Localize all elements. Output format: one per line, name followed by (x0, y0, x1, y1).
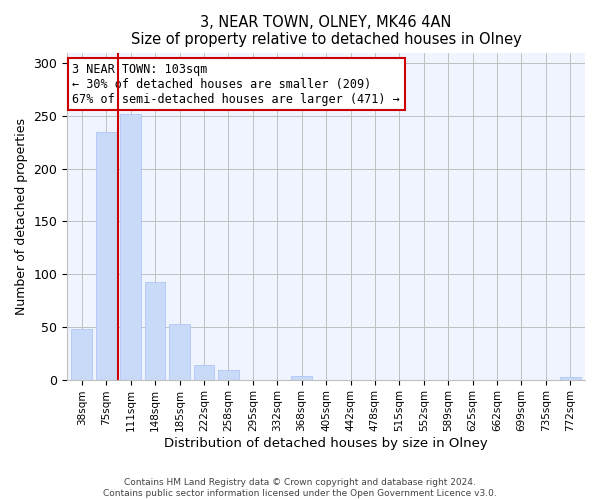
Title: 3, NEAR TOWN, OLNEY, MK46 4AN
Size of property relative to detached houses in Ol: 3, NEAR TOWN, OLNEY, MK46 4AN Size of pr… (131, 15, 521, 48)
Text: 3 NEAR TOWN: 103sqm
← 30% of detached houses are smaller (209)
67% of semi-detac: 3 NEAR TOWN: 103sqm ← 30% of detached ho… (73, 62, 400, 106)
Bar (96, 132, 116, 380)
Text: Contains HM Land Registry data © Crown copyright and database right 2024.
Contai: Contains HM Land Registry data © Crown c… (103, 478, 497, 498)
Bar (291, 376, 312, 380)
X-axis label: Distribution of detached houses by size in Olney: Distribution of detached houses by size … (164, 437, 488, 450)
Y-axis label: Number of detached properties: Number of detached properties (15, 118, 28, 314)
Bar (560, 378, 581, 380)
Bar (194, 365, 214, 380)
Bar (218, 370, 239, 380)
Bar (169, 324, 190, 380)
Bar (145, 282, 166, 380)
Bar (120, 114, 141, 380)
Bar (71, 329, 92, 380)
